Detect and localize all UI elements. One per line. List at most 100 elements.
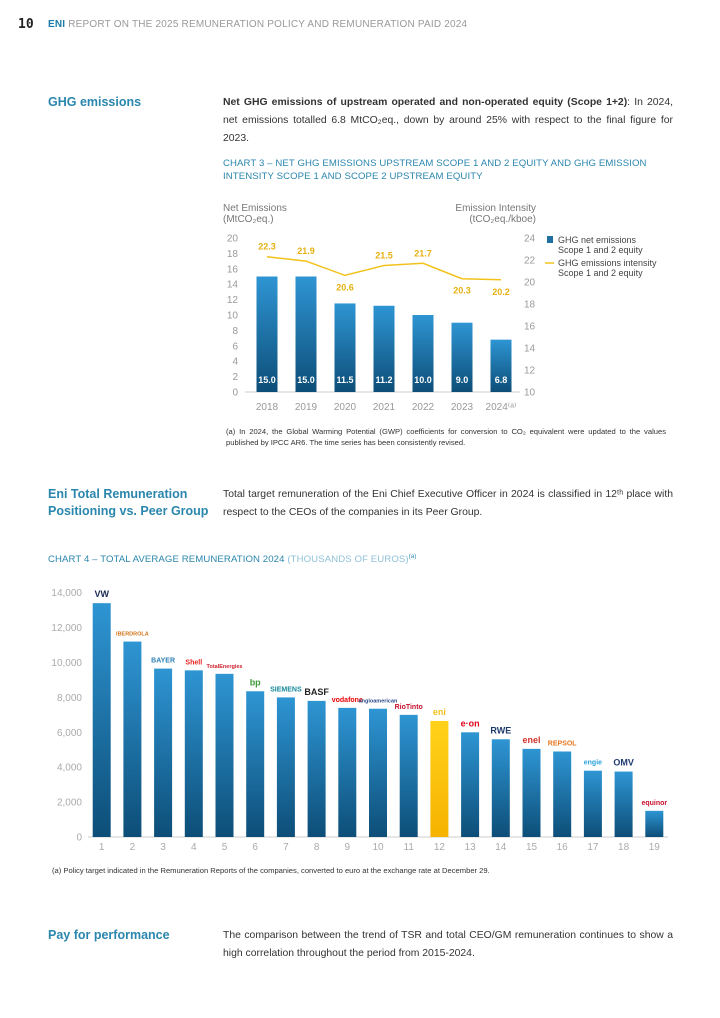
intensity-line [266, 255, 502, 281]
chart4-title-main: CHART 4 – TOTAL AVERAGE REMUNERATION 202… [48, 554, 285, 566]
bar-value-label: 15.0 [258, 375, 276, 385]
company-logo-repsol: REPSOL [548, 740, 578, 747]
x-tick-label: 11 [404, 842, 415, 853]
x-tick-label: 15 [526, 842, 538, 853]
x-tick-label: 4 [191, 842, 197, 853]
section-heading-pay: Pay for performance [48, 928, 170, 942]
chart3-plot: 02468101214161820101214161820222415.0201… [227, 234, 536, 414]
x-tick-label: 14 [495, 842, 507, 853]
bar-2020 [334, 303, 356, 392]
bar-19 [645, 810, 664, 837]
left-axis-tick: 0 [232, 388, 238, 399]
bar-4 [184, 670, 203, 837]
left-axis-title-2: (MtCO₂eq.) [223, 214, 274, 225]
peer-paragraph: Total target remuneration of the Eni Chi… [223, 489, 673, 518]
brand: ENI [48, 19, 66, 30]
intensity-value-label: 22.3 [258, 242, 276, 252]
bar-value-label: 11.2 [375, 375, 392, 385]
running-header: ENI REPORT ON THE 2025 REMUNERATION POLI… [48, 19, 467, 30]
ghg-text: : In 2024, net emissions totalled 6.8 Mt… [223, 97, 673, 144]
company-logo-bp: bp [250, 677, 261, 687]
legend-line-label-1: GHG emissions intensity [558, 258, 657, 268]
x-tick-label: 19 [649, 842, 661, 853]
bar-12 [430, 720, 449, 837]
peer-heading-line2: Positioning vs. Peer Group [48, 504, 209, 518]
x-tick-label: 10 [372, 842, 384, 853]
x-tick-label: 3 [160, 842, 166, 853]
intensity-value-label: 21.7 [414, 248, 432, 258]
bar-14 [491, 739, 510, 837]
x-tick-label: 8 [314, 842, 320, 853]
bar-13 [461, 732, 480, 837]
company-logo-enel: enel [522, 735, 540, 745]
bar-2021 [373, 305, 395, 392]
left-axis-tick: 20 [227, 234, 239, 245]
bar-17 [583, 770, 602, 837]
bar-18 [614, 771, 633, 837]
left-axis-tick: 18 [227, 249, 239, 260]
bar-16 [553, 751, 572, 837]
chart4-footnote: (a) Policy target indicated in the Remun… [52, 866, 490, 875]
left-axis-tick: 16 [227, 264, 239, 275]
x-tick-label: 16 [557, 842, 569, 853]
legend-bar-label-2: Scope 1 and 2 equity [558, 245, 643, 255]
bar-6 [246, 691, 265, 837]
section-heading-peer: Eni Total Remuneration Positioning vs. P… [48, 486, 208, 520]
x-tick-label: 5 [222, 842, 228, 853]
bar-2 [123, 641, 142, 837]
bar-value-label: 15.0 [297, 375, 315, 385]
company-logo-vw: VW [94, 589, 109, 599]
chart3-title: CHART 3 – NET GHG EMISSIONS UPSTREAM SCO… [223, 157, 647, 183]
x-tick-label: 2022 [412, 402, 435, 413]
right-axis-tick: 18 [524, 300, 536, 311]
intensity-value-label: 21.5 [375, 251, 393, 261]
x-tick-label: 9 [345, 842, 351, 853]
bar-15 [522, 748, 541, 837]
intensity-value-label: 20.3 [453, 286, 471, 296]
x-tick-label: 2019 [295, 402, 318, 413]
intensity-value-label: 20.2 [492, 287, 510, 297]
ghg-bold-text: Net GHG emissions of upstream operated a… [223, 97, 628, 108]
bar-value-label: 6.8 [495, 375, 508, 385]
chart3-svg: Net Emissions (MtCO₂eq.) Emission Intens… [223, 203, 657, 414]
company-logo-rwe: RWE [490, 725, 511, 735]
bar-8 [307, 700, 326, 837]
section-heading-ghg: GHG emissions [48, 95, 142, 109]
x-tick-label: 18 [618, 842, 630, 853]
company-logo-bayer: BAYER [151, 658, 175, 665]
intensity-value-label: 21.9 [297, 246, 315, 256]
company-logo-eni: eni [433, 707, 446, 717]
company-logo-equinor: equinor [641, 800, 667, 807]
x-tick-label: 2021 [373, 402, 396, 413]
company-logo-riotinto: RioTinto [395, 704, 423, 711]
left-axis-tick: 14 [227, 280, 239, 291]
chart3-legend: GHG net emissions Scope 1 and 2 equity G… [545, 235, 657, 278]
company-logo-omv: OMV [613, 758, 634, 768]
legend-bar-label-1: GHG net emissions [558, 235, 637, 245]
y-axis-tick: 12,000 [51, 623, 82, 634]
x-tick-label: 1 [99, 842, 105, 853]
x-tick-label: 2 [130, 842, 136, 853]
bar-3 [154, 668, 173, 837]
bar-value-label: 10.0 [414, 375, 432, 385]
ghg-paragraph: Net GHG emissions of upstream operated a… [223, 94, 673, 148]
y-axis-tick: 0 [76, 833, 82, 844]
left-axis-tick: 10 [227, 311, 239, 322]
chart3-title-line1: CHART 3 – NET GHG EMISSIONS UPSTREAM SCO… [223, 158, 647, 169]
company-logo-angloamerican: angloamerican [359, 699, 398, 705]
bar-2019 [295, 276, 317, 392]
company-logo-iberdrola: IBERDROLA [116, 632, 149, 638]
bar-1 [92, 603, 111, 837]
right-axis-tick: 22 [524, 256, 536, 267]
chart4-title-note: (a) [408, 554, 417, 560]
intensity-value-label: 20.6 [336, 282, 354, 292]
x-tick-label: 2018 [256, 402, 279, 413]
company-logo-totalenergies: TotalEnergies [207, 664, 243, 670]
bar-2024⁽ᵃ⁾ [490, 339, 512, 392]
left-axis-tick: 6 [232, 341, 238, 352]
bar-value-label: 9.0 [456, 375, 469, 385]
y-axis-tick: 2,000 [57, 798, 82, 809]
x-tick-label: 17 [587, 842, 599, 853]
y-axis-tick: 4,000 [57, 763, 82, 774]
